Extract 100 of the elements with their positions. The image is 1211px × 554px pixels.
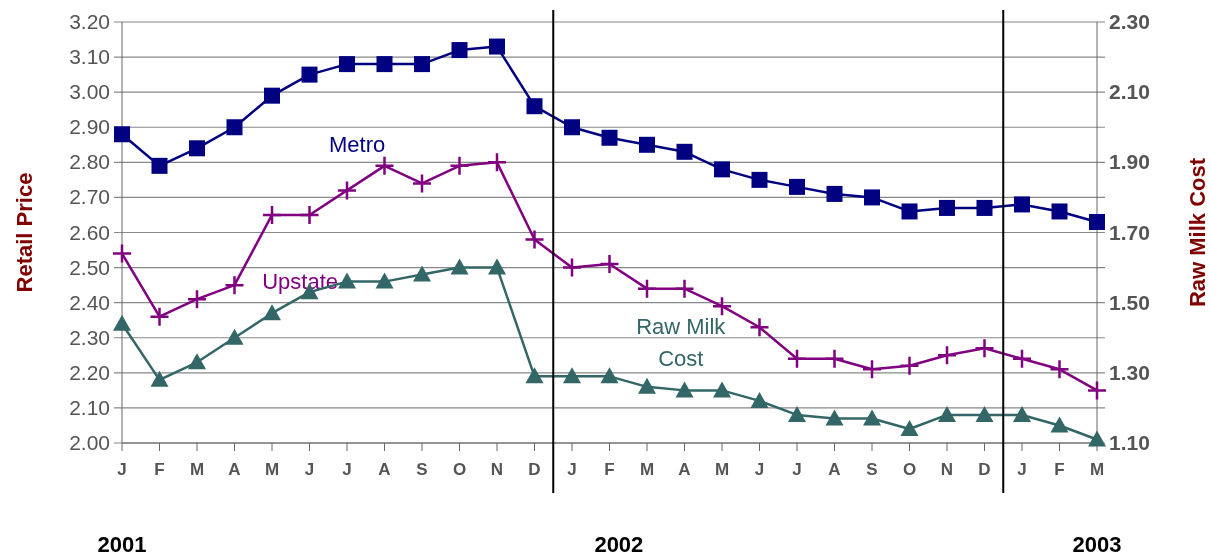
point xyxy=(564,119,580,136)
y-tick-label: 2.40 xyxy=(69,290,110,314)
x-tick-label: O xyxy=(452,460,467,479)
x-tick-label: M xyxy=(639,460,655,479)
x-tick-label: A xyxy=(378,460,391,479)
point xyxy=(526,98,543,115)
point xyxy=(1013,405,1031,422)
point xyxy=(1049,359,1070,380)
text: 2001 xyxy=(97,532,147,554)
y-tick-label: 3.10 xyxy=(69,45,110,69)
point xyxy=(639,136,655,153)
point xyxy=(901,203,918,220)
point xyxy=(1051,203,1068,220)
point xyxy=(711,295,733,317)
point xyxy=(525,367,544,384)
point xyxy=(451,42,468,59)
point xyxy=(149,306,170,327)
point xyxy=(789,178,805,195)
point xyxy=(489,38,505,55)
x-tick-label: J xyxy=(1017,460,1027,479)
y-tick-label: 3.00 xyxy=(69,80,110,104)
y-axis-title: Retail Price xyxy=(12,172,37,293)
x-tick-label: D xyxy=(978,460,991,479)
point xyxy=(151,157,168,174)
point xyxy=(863,409,881,426)
point xyxy=(976,199,993,216)
x-tick-label: N xyxy=(940,460,954,479)
point xyxy=(900,419,919,436)
point xyxy=(374,155,395,177)
point xyxy=(150,370,169,387)
y2-tick-label: 2.30 xyxy=(1109,10,1150,33)
x-tick-label: J xyxy=(754,460,765,479)
point xyxy=(486,152,508,173)
series-label: Raw Milk Cost xyxy=(636,314,727,372)
point xyxy=(226,119,243,136)
point xyxy=(449,155,470,177)
point xyxy=(975,405,994,422)
point xyxy=(1050,416,1069,433)
point xyxy=(261,204,283,226)
point xyxy=(826,185,843,202)
point xyxy=(113,314,131,331)
point xyxy=(788,405,806,422)
x-tick-label: J xyxy=(117,460,127,479)
point xyxy=(561,257,583,278)
x-tick-label: F xyxy=(1054,460,1065,479)
x-tick-label: S xyxy=(866,460,878,479)
y2-tick-label: 2.10 xyxy=(1109,80,1150,104)
point xyxy=(413,265,431,282)
x-tick-label: D xyxy=(528,460,541,479)
y2-tick-label: 1.30 xyxy=(1109,360,1150,384)
point xyxy=(824,348,845,370)
y-tick-label: 2.20 xyxy=(69,360,110,384)
y-tick-label: 2.90 xyxy=(69,115,110,139)
point xyxy=(600,367,619,384)
point xyxy=(786,348,808,370)
point xyxy=(825,409,844,426)
y2-tick-label: 1.10 xyxy=(1109,431,1150,454)
point xyxy=(188,353,206,370)
point xyxy=(338,272,356,289)
y-tick-label: 2.50 xyxy=(69,255,110,279)
x-tick-label: J xyxy=(567,460,577,479)
point xyxy=(186,288,208,310)
point xyxy=(638,377,656,394)
y2-tick-label: 1.70 xyxy=(1109,220,1150,244)
text: Metro xyxy=(329,131,386,157)
point xyxy=(224,274,245,296)
point xyxy=(264,87,280,104)
point xyxy=(1014,196,1030,213)
point xyxy=(899,355,920,377)
point xyxy=(488,258,506,275)
y2-tick-label: 1.90 xyxy=(1109,150,1150,174)
point xyxy=(1086,380,1108,401)
point xyxy=(751,171,768,188)
point xyxy=(974,338,995,359)
x-tick-label: M xyxy=(189,460,205,479)
x-tick-label: N xyxy=(490,460,504,479)
x-tick-label: A xyxy=(828,460,841,479)
point xyxy=(414,56,430,73)
point xyxy=(750,391,769,408)
point xyxy=(339,56,355,73)
point xyxy=(601,129,618,146)
point xyxy=(450,258,469,275)
x-tick-label: F xyxy=(154,460,165,479)
x-tick-label: A xyxy=(678,460,691,479)
y-tick-label: 2.60 xyxy=(69,220,110,244)
point xyxy=(675,381,694,398)
point xyxy=(225,328,244,345)
point xyxy=(938,405,956,422)
x-tick-label: A xyxy=(228,460,241,479)
x-tick-label: J xyxy=(792,460,802,479)
point xyxy=(411,173,433,194)
point xyxy=(636,278,658,299)
point xyxy=(676,143,693,160)
point xyxy=(939,199,955,216)
point xyxy=(375,272,394,289)
point xyxy=(524,229,545,250)
point xyxy=(1089,213,1105,230)
x-tick-label: J xyxy=(342,460,352,479)
series-label: Upstate xyxy=(262,268,339,294)
x-tick-label: M xyxy=(264,460,280,479)
